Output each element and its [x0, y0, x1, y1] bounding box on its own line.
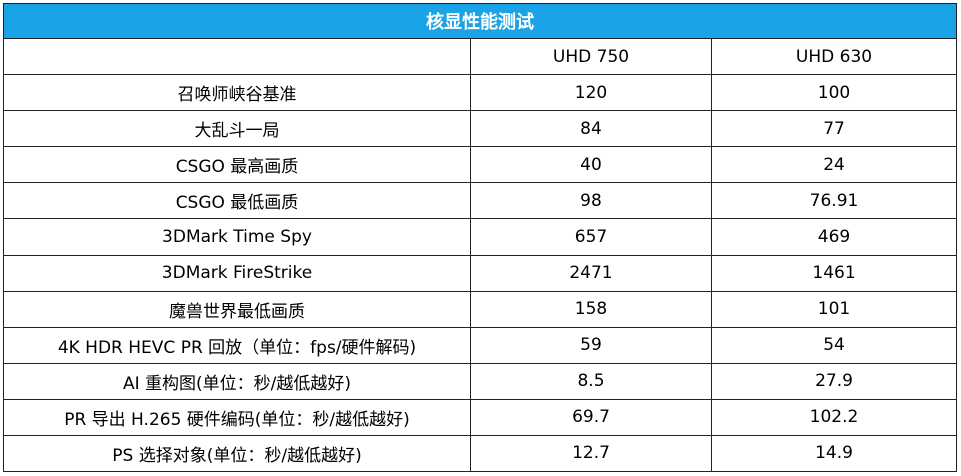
cell-uhd630: 54 [710, 326, 958, 364]
header-cell-uhd750: UHD 750 [470, 38, 712, 76]
cell-uhd750: 8.5 [470, 362, 712, 400]
table-title-row: 核显性能测试 [2, 2, 958, 40]
table-row: 大乱斗一局 84 77 [3, 110, 958, 148]
cell-uhd750: 120 [470, 74, 712, 112]
row-label: 魔兽世界最低画质 [3, 290, 471, 328]
table-header-row: UHD 750 UHD 630 [3, 38, 958, 76]
table-row: 3DMark FireStrike 2471 1461 [3, 254, 958, 292]
row-label: 大乱斗一局 [3, 110, 471, 148]
table-row: PS 选择对象(单位：秒/越低越好) 12.7 14.9 [3, 434, 958, 473]
cell-uhd750: 59 [470, 326, 712, 364]
cell-uhd750: 2471 [470, 254, 712, 292]
cell-uhd630: 100 [710, 74, 958, 112]
cell-uhd750: 657 [470, 218, 712, 256]
cell-uhd630: 14.9 [710, 434, 958, 473]
row-label: 3DMark FireStrike [3, 254, 471, 292]
table-row: CSGO 最低画质 98 76.91 [3, 182, 958, 220]
row-label: CSGO 最高画质 [3, 146, 471, 184]
cell-uhd750: 84 [470, 110, 712, 148]
cell-uhd630: 77 [710, 110, 958, 148]
cell-uhd750: 12.7 [470, 434, 712, 473]
cell-uhd750: 40 [470, 146, 712, 184]
row-label: PR 导出 H.265 硬件编码(单位：秒/越低越好) [3, 398, 471, 436]
cell-uhd750: 158 [470, 290, 712, 328]
cell-uhd630: 1461 [710, 254, 958, 292]
row-label: 4K HDR HEVC PR 回放（单位：fps/硬件解码) [3, 326, 471, 364]
table-row: 3DMark Time Spy 657 469 [3, 218, 958, 256]
table-row: 召唤师峡谷基准 120 100 [3, 74, 958, 112]
cell-uhd630: 469 [710, 218, 958, 256]
cell-uhd750: 69.7 [470, 398, 712, 436]
table-row: 魔兽世界最低画质 158 101 [3, 290, 958, 328]
row-label: CSGO 最低画质 [3, 182, 471, 220]
table-row: PR 导出 H.265 硬件编码(单位：秒/越低越好) 69.7 102.2 [3, 398, 958, 436]
row-label: 召唤师峡谷基准 [3, 74, 471, 112]
table-row: AI 重构图(单位：秒/越低越好) 8.5 27.9 [3, 362, 958, 400]
row-label: 3DMark Time Spy [3, 218, 471, 256]
row-label: AI 重构图(单位：秒/越低越好) [3, 362, 471, 400]
cell-uhd630: 101 [710, 290, 958, 328]
cell-uhd750: 98 [470, 182, 712, 220]
cell-uhd630: 27.9 [710, 362, 958, 400]
table-row: CSGO 最高画质 40 24 [3, 146, 958, 184]
cell-uhd630: 76.91 [710, 182, 958, 220]
header-cell-uhd630: UHD 630 [710, 38, 958, 76]
header-cell-empty [3, 38, 471, 76]
table-title: 核显性能测试 [2, 2, 958, 40]
table-row: 4K HDR HEVC PR 回放（单位：fps/硬件解码) 59 54 [3, 326, 958, 364]
row-label: PS 选择对象(单位：秒/越低越好) [3, 434, 471, 473]
cell-uhd630: 102.2 [710, 398, 958, 436]
cell-uhd630: 24 [710, 146, 958, 184]
